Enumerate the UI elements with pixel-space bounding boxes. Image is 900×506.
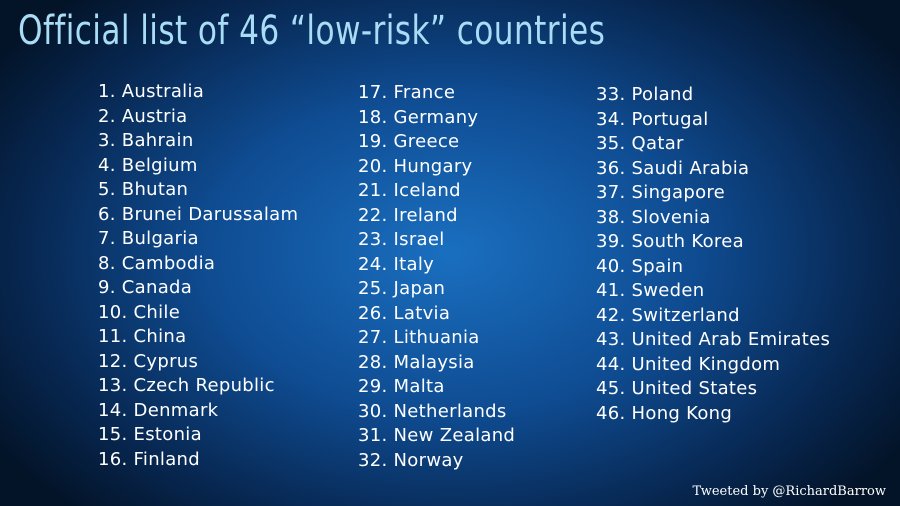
country-item: 21. Iceland: [358, 180, 461, 201]
country-item: 20. Hungary: [358, 155, 473, 177]
country-item: 27. Lithuania: [358, 327, 480, 348]
credit: Tweeted by @RichardBarrow: [692, 484, 886, 499]
country-item: 37. Singapore: [596, 182, 726, 203]
country-item: 36. Saudi Arabia: [596, 157, 750, 179]
column: 17. France 18. Germany 19. Greece 20. Hunga…: [358, 81, 515, 473]
country-item: 9. Canada: [98, 277, 193, 298]
country-item: 3. Bahrain: [98, 130, 194, 151]
column: 33. Poland 34. Portugal 35. Qatar 36. Saudi…: [596, 83, 830, 426]
country-item: 5. Bhutan: [98, 179, 189, 200]
title: Official list of 46 “low-risk” countries: [18, 8, 606, 54]
country-item: 40. Spain: [596, 255, 684, 277]
country-item: 35. Qatar: [596, 133, 684, 154]
country-item: 29. Malta: [358, 376, 445, 397]
country-item: 14. Denmark: [98, 399, 219, 421]
country-item: 46. Hong Kong: [596, 402, 733, 424]
country-item: 26. Latvia: [358, 302, 451, 324]
country-item: 42. Switzerland: [596, 304, 740, 326]
country-item: 22. Ireland: [358, 204, 458, 226]
country-item: 38. Slovenia: [596, 206, 711, 228]
country-item: 28. Malaysia: [358, 351, 475, 373]
country-item: 30. Netherlands: [358, 400, 507, 422]
column: 1. Australia 2. Austria 3. Bahrain 4. Belgi…: [98, 80, 298, 472]
country-item: 31. New Zealand: [358, 425, 516, 446]
country-item: 12. Cyprus: [98, 350, 199, 372]
country-item: 25. Japan: [358, 278, 446, 299]
country-item: 41. Sweden: [596, 280, 705, 301]
country-item: 43. United Arab Emirates: [596, 329, 831, 350]
country-item: 1. Australia: [98, 81, 205, 102]
country-item: 4. Belgium: [98, 154, 198, 176]
country-item: 32. Norway: [358, 449, 464, 471]
country-item: 15. Estonia: [98, 424, 202, 445]
country-item: 24. Italy: [358, 253, 435, 275]
country-item: 18. Germany: [358, 106, 479, 128]
country-item: 19. Greece: [358, 131, 460, 152]
country-item: 33. Poland: [596, 84, 694, 105]
country-item: 45. United States: [596, 378, 758, 399]
country-item: 23. Israel: [358, 229, 445, 250]
country-item: 17. France: [358, 82, 456, 103]
country-item: 7. Bulgaria: [98, 228, 199, 249]
country-item: 16. Finland: [98, 448, 200, 470]
country-item: 39. South Korea: [596, 231, 744, 252]
country-item: 8. Cambodia: [98, 252, 216, 274]
country-item: 44. United Kingdom: [596, 353, 781, 375]
country-item: 11. China: [98, 326, 187, 347]
country-item: 2. Austria: [98, 105, 188, 127]
country-item: 6. Brunei Darussalam: [98, 203, 299, 225]
country-item: 10. Chile: [98, 301, 181, 323]
country-item: 34. Portugal: [596, 108, 709, 130]
country-item: 13. Czech Republic: [98, 375, 275, 396]
